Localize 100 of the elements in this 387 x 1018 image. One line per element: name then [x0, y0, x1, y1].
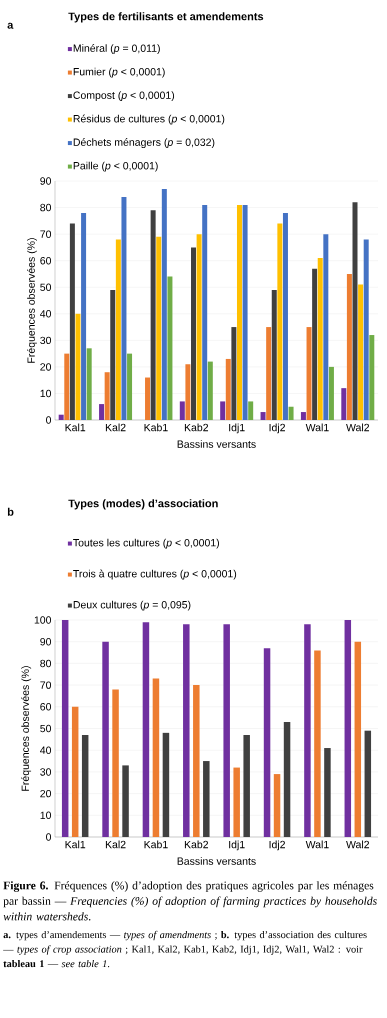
legend-label: Compost (p < 0,0001) [73, 91, 175, 101]
bar [314, 650, 321, 838]
chart-title: Types de fertilisants et amendements [68, 12, 264, 23]
text: b [7, 507, 14, 516]
bar [75, 313, 81, 421]
y-tick-label: 10 [40, 811, 52, 820]
bar [231, 327, 237, 421]
legend-label: Minéral (p = 0,011) [73, 44, 160, 54]
bar [358, 284, 364, 421]
bar [225, 358, 231, 421]
bar [363, 239, 369, 421]
y-tick-label: 30 [40, 768, 52, 776]
bar [99, 404, 105, 421]
bar [223, 624, 230, 838]
y-tick-label: 80 [40, 659, 52, 668]
bar [324, 748, 331, 838]
y-tick-label: 70 [40, 230, 52, 238]
text: a [7, 22, 14, 29]
x-tick-label: Idj2 [269, 423, 285, 434]
bar [156, 236, 162, 421]
bar [346, 273, 352, 421]
bar [121, 196, 127, 421]
y-axis-title: Fréquences observées (%) [27, 238, 37, 363]
y-tick-label: 60 [40, 256, 52, 265]
y-axis-title: Fréquences observées (%) [21, 666, 32, 791]
bar [102, 641, 109, 838]
bar [243, 735, 250, 838]
y-tick-label: 0 [46, 833, 52, 841]
bar [202, 204, 208, 421]
bar [196, 234, 202, 421]
bar [86, 348, 92, 421]
bar [167, 276, 173, 421]
legend-label: Fumier (p < 0,0001) [73, 67, 165, 78]
x-axis-title: Bassins versants [177, 857, 256, 865]
bar [266, 327, 272, 421]
text: Figure 6. Fréquences (%) d’adoption des pratiques agricoles par les ménages par bassin — Frequencies (%) of adoption of farming practices by households within watersheds. [3, 881, 377, 921]
bar [64, 353, 70, 421]
bar [263, 648, 271, 838]
y-tick-label: 20 [40, 363, 52, 371]
bar [273, 774, 281, 838]
bar [207, 361, 213, 421]
bar [323, 234, 329, 421]
x-tick-label: Idj1 [229, 840, 245, 851]
bar [354, 641, 362, 838]
bar [81, 735, 89, 838]
legend-label: Deux cultures (p = 0,095) [73, 600, 191, 611]
bar [112, 689, 119, 838]
x-axis-title: Bassins versants [177, 440, 256, 448]
bar [300, 412, 306, 421]
bar [271, 289, 277, 421]
chart-title: Types (modes) d’association [68, 499, 218, 510]
bar [150, 210, 156, 421]
bar [248, 401, 254, 421]
bar [312, 268, 318, 421]
x-tick-label: Kab2 [184, 840, 209, 849]
bar [233, 767, 240, 838]
bar [193, 685, 200, 838]
y-tick-label: 90 [40, 638, 52, 646]
bar [179, 401, 185, 421]
bar [306, 327, 312, 421]
x-tick-label: Kal2 [105, 840, 126, 849]
bar [317, 258, 323, 421]
x-tick-label: Wal2 [346, 423, 370, 432]
bar [304, 624, 311, 838]
y-tick-label: 10 [40, 389, 52, 398]
bar [127, 353, 133, 421]
x-tick-label: Kab1 [144, 423, 168, 432]
bar [236, 204, 242, 421]
bar [288, 406, 294, 421]
legend-label: Trois à quatre cultures (p < 0,0001) [73, 569, 237, 580]
bar [142, 622, 150, 838]
bar [260, 412, 266, 421]
bar [162, 732, 170, 838]
bar [191, 247, 197, 421]
bar [183, 624, 190, 838]
y-tick-label: 90 [40, 177, 52, 185]
bar [115, 239, 121, 421]
bar [344, 620, 352, 838]
x-tick-label: Idj2 [269, 840, 285, 851]
x-tick-label: Kab1 [144, 840, 168, 849]
y-tick-label: 30 [40, 336, 52, 345]
y-tick-label: 50 [40, 724, 52, 733]
bar [104, 372, 110, 421]
bar [277, 223, 283, 421]
text: a. types d’amendements — types of amendments ; b. types d’association des cultures — types of crop association ; Kal1, Kal2, Kab1, Kab2, Idj1, Idj2, Wal1, Wal2 : voir tableau 1 — see table 1. [3, 930, 367, 968]
legend-label: Toutes les cultures (p < 0,0001) [73, 538, 219, 549]
bar [364, 730, 372, 838]
bar [161, 188, 167, 421]
y-tick-label: 40 [40, 310, 52, 318]
bar [203, 761, 210, 838]
y-tick-label: 100 [34, 616, 52, 624]
x-tick-label: Wal1 [305, 840, 329, 849]
bar [283, 722, 291, 838]
bar [81, 212, 87, 421]
y-tick-label: 0 [46, 416, 52, 424]
bar [341, 388, 347, 421]
bar [69, 223, 75, 421]
y-tick-label: 80 [40, 203, 52, 212]
x-tick-label: Kal1 [65, 840, 86, 849]
bar [352, 202, 358, 421]
